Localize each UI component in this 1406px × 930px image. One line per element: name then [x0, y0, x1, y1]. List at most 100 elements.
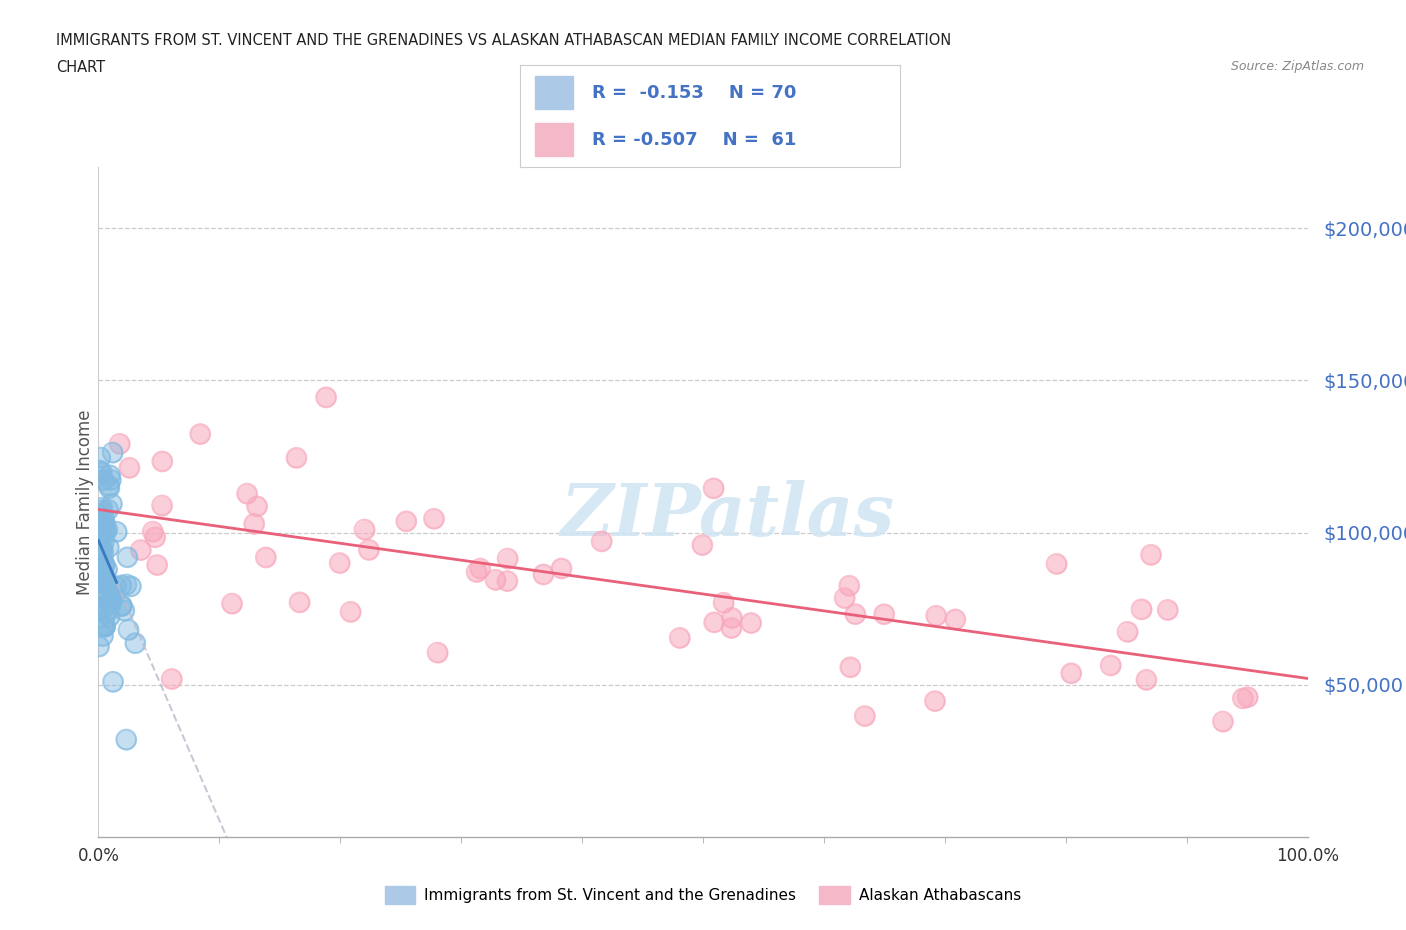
- Point: [94, 618, 117, 633]
- Point: [142, 525, 165, 539]
- Point: [1135, 672, 1157, 687]
- Point: [94, 604, 117, 619]
- Point: [1140, 548, 1163, 563]
- Point: [150, 498, 173, 513]
- Point: [105, 525, 128, 539]
- Point: [924, 694, 946, 709]
- Point: [713, 595, 735, 610]
- Point: [111, 599, 134, 614]
- Point: [90, 465, 112, 480]
- Point: [91, 528, 114, 543]
- Point: [93, 557, 115, 572]
- Point: [93, 557, 115, 572]
- Point: [93, 512, 115, 526]
- Point: [925, 608, 948, 623]
- Point: [1045, 556, 1067, 571]
- Point: [90, 515, 112, 530]
- Point: [93, 600, 115, 615]
- Point: [423, 512, 446, 526]
- Point: [89, 562, 111, 577]
- Point: [465, 565, 488, 579]
- Point: [90, 527, 112, 542]
- Point: [105, 525, 128, 539]
- Point: [1045, 556, 1067, 571]
- Point: [87, 532, 110, 547]
- Point: [93, 535, 115, 550]
- Point: [357, 542, 380, 557]
- Point: [94, 606, 117, 621]
- Point: [90, 523, 112, 538]
- Point: [90, 573, 112, 588]
- Point: [91, 586, 114, 601]
- Point: [160, 671, 183, 686]
- Point: [339, 604, 361, 619]
- Legend: Immigrants from St. Vincent and the Grenadines, Alaskan Athabascans: Immigrants from St. Vincent and the Gren…: [378, 880, 1028, 910]
- Point: [703, 615, 725, 630]
- Point: [89, 576, 111, 591]
- Point: [117, 550, 139, 565]
- Point: [484, 572, 506, 587]
- Point: [91, 586, 114, 601]
- Point: [591, 534, 613, 549]
- Point: [108, 436, 131, 451]
- Point: [94, 571, 117, 586]
- Point: [873, 606, 896, 621]
- Point: [91, 500, 114, 515]
- Point: [98, 609, 121, 624]
- Point: [188, 427, 211, 442]
- Point: [288, 595, 311, 610]
- Point: [844, 606, 866, 621]
- Point: [496, 574, 519, 589]
- Point: [101, 674, 124, 689]
- Point: [721, 610, 744, 625]
- Point: [115, 732, 138, 747]
- Point: [124, 636, 146, 651]
- Point: [1236, 690, 1258, 705]
- Point: [100, 588, 122, 603]
- Point: [101, 445, 124, 460]
- Text: ZIPatlas: ZIPatlas: [560, 480, 894, 551]
- Point: [96, 576, 118, 591]
- Point: [703, 481, 725, 496]
- Text: R = -0.507    N =  61: R = -0.507 N = 61: [592, 131, 797, 149]
- Point: [103, 588, 125, 603]
- Point: [496, 551, 519, 566]
- Point: [100, 596, 122, 611]
- Point: [91, 500, 114, 515]
- Point: [853, 709, 876, 724]
- Point: [120, 579, 142, 594]
- Point: [91, 544, 114, 559]
- Point: [93, 512, 115, 526]
- Point: [1212, 714, 1234, 729]
- Point: [94, 516, 117, 531]
- Point: [93, 525, 115, 540]
- Point: [1060, 666, 1083, 681]
- Point: [98, 478, 121, 493]
- Point: [93, 516, 115, 531]
- Text: IMMIGRANTS FROM ST. VINCENT AND THE GRENADINES VS ALASKAN ATHABASCAN MEDIAN FAMI: IMMIGRANTS FROM ST. VINCENT AND THE GREN…: [56, 33, 952, 47]
- Point: [89, 450, 111, 465]
- Point: [93, 525, 115, 540]
- Point: [873, 606, 896, 621]
- Point: [94, 619, 117, 634]
- Point: [713, 595, 735, 610]
- Point: [91, 544, 114, 559]
- Point: [91, 551, 114, 565]
- Point: [90, 523, 112, 538]
- Point: [100, 596, 122, 611]
- Point: [90, 503, 112, 518]
- Point: [740, 616, 762, 631]
- Point: [1116, 624, 1139, 639]
- Point: [108, 436, 131, 451]
- Point: [838, 578, 860, 593]
- Point: [254, 550, 277, 565]
- Point: [1212, 714, 1234, 729]
- Point: [93, 535, 115, 550]
- Point: [115, 578, 138, 592]
- Point: [838, 578, 860, 593]
- Point: [87, 532, 110, 547]
- Point: [146, 558, 169, 573]
- Point: [470, 561, 492, 576]
- Point: [89, 541, 111, 556]
- Point: [94, 524, 117, 538]
